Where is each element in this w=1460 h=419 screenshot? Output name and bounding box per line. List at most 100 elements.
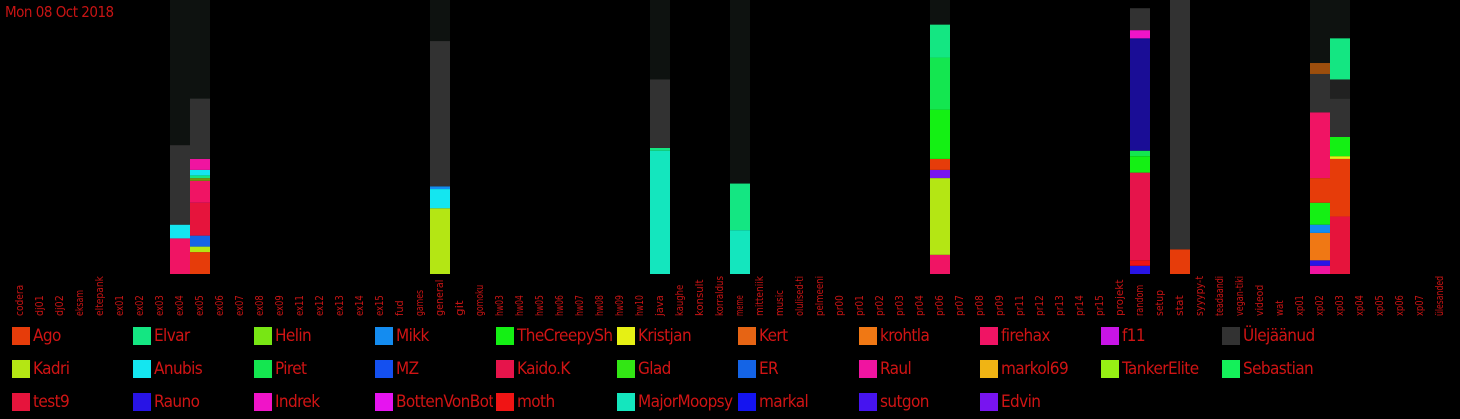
tick-label-hw09: hw09: [613, 295, 626, 316]
legend-label: firehax: [1001, 326, 1050, 346]
bar-segment-pr06-piret: [930, 57, 950, 110]
legend-swatch: [496, 360, 514, 378]
bar-segment-general-anubis: [430, 189, 450, 209]
tick-label-videod: videod: [1253, 285, 1266, 316]
legend-swatch: [12, 327, 30, 345]
tick-label-teadaandi: teadaandi: [1213, 276, 1226, 316]
legend-item-thecreepysh: TheCreepySh: [496, 325, 614, 347]
tick-label-eltepank: eltepank: [93, 275, 106, 316]
bar-segment-pr06-edvin: [930, 169, 950, 179]
bar-segment-random-indrek: [1130, 30, 1150, 39]
tick-label-ex08: ex08: [253, 295, 266, 316]
tick-label-pr07: pr07: [953, 295, 966, 316]
legend-swatch: [133, 327, 151, 345]
tick-label-ex13: ex13: [333, 295, 346, 316]
bar-segment-ex05-er: [190, 235, 210, 247]
legend-item-bottenvonbot: BottenVonBot: [375, 391, 493, 413]
tick-label-pr04: pr04: [913, 295, 926, 316]
tick-label-ex02: ex02: [133, 295, 146, 316]
bar-segment-ex04-anubis: [170, 224, 190, 239]
bar-segment-xp03-thecreepysh: [1330, 137, 1350, 157]
legend-swatch: [375, 393, 393, 411]
tick-label-pr09: pr09: [993, 295, 1006, 316]
legend-item-anubis: Anubis: [133, 358, 251, 380]
bar-segment-random-kaido-k: [1130, 172, 1150, 261]
legend-item--lej-nud: Ülejäänud: [1222, 325, 1340, 347]
legend-swatch: [375, 360, 393, 378]
tick-label-pr13: pr13: [1053, 295, 1066, 316]
legend-item-sutgon: sutgon: [859, 391, 977, 413]
legend-label: krohtla: [880, 326, 930, 346]
tick-label-codera: codera: [13, 285, 26, 316]
tick-label-ex05: ex05: [193, 295, 206, 316]
bar-segment-meme-elvar: [730, 183, 750, 231]
bar-segment-xp03-kristjan: [1330, 156, 1350, 159]
bar-segment-xp02-mikk: [1310, 224, 1330, 233]
bar-segment-xp03--lej-nud: [1330, 79, 1350, 99]
bar-segment-pr06-ago: [930, 158, 950, 170]
tick-label-xp06: xp06: [1393, 295, 1406, 316]
tick-label-ex15: ex15: [373, 295, 386, 316]
tick-label-pelmeeni: pelmeeni: [813, 276, 826, 316]
tick-label-xp05: xp05: [1373, 295, 1386, 316]
tick-label-pr03: pr03: [893, 295, 906, 316]
tick-label-olulised-ti: olulised-ti: [793, 276, 806, 316]
legend-swatch: [980, 393, 998, 411]
legend-swatch: [980, 360, 998, 378]
bar-segment-xp02-thecreepysh: [1310, 202, 1330, 225]
tick-label-general: general: [433, 280, 446, 316]
legend-item-raul: Raul: [859, 358, 977, 380]
bar-segment-xp02-firehax: [1310, 112, 1330, 179]
tick-label-ex04: ex04: [173, 295, 186, 316]
legend-item-markol69: markol69: [980, 358, 1098, 380]
tick-label--lesanded: ülesanded: [1433, 276, 1446, 316]
legend-label: Ülejäänud: [1243, 326, 1315, 346]
legend-swatch: [12, 360, 30, 378]
bar-segment-pr06-firehax: [930, 254, 950, 274]
bar-segment-xp03-elvar: [1330, 38, 1350, 80]
legend-label: Indrek: [275, 392, 320, 412]
legend-swatch: [859, 327, 877, 345]
legend-item-elvar: Elvar: [133, 325, 251, 347]
legend-item-er: ER: [738, 358, 856, 380]
legend-label: MajorMoopsy: [638, 392, 733, 412]
legend-item-tankerelite: TankerElite: [1101, 358, 1219, 380]
tick-label-hw07: hw07: [573, 295, 586, 316]
legend-item-sebastian: Sebastian: [1222, 358, 1340, 380]
bar-segment-xp02-ago: [1310, 178, 1330, 203]
tick-label-pr14: pr14: [1073, 295, 1086, 316]
legend-item-kert: Kert: [738, 325, 856, 347]
legend-swatch: [133, 360, 151, 378]
legend-label: Anubis: [154, 359, 203, 379]
bar-segment-xp02-krohtla: [1310, 63, 1330, 74]
legend-label: Helin: [275, 326, 312, 346]
legend-swatch: [12, 393, 30, 411]
legend-item-krohtla: krohtla: [859, 325, 977, 347]
legend-label: Elvar: [154, 326, 190, 346]
legend-label: Kadri: [33, 359, 70, 379]
legend-item-mz: MZ: [375, 358, 493, 380]
tick-label-xp07: xp07: [1413, 295, 1426, 316]
legend-label: Sebastian: [1243, 359, 1314, 379]
legend-swatch: [254, 360, 272, 378]
tick-label-music: music: [773, 290, 786, 316]
bar-segment-java-elvar: [650, 147, 670, 151]
tick-label-mitteniik: mitteniik: [753, 275, 766, 316]
legend-swatch: [1101, 360, 1119, 378]
bar-segment-general-kadri: [430, 208, 450, 274]
legend-item-kaido-k: Kaido.K: [496, 358, 614, 380]
legend-swatch: [1222, 327, 1240, 345]
legend-label: sutgon: [880, 392, 929, 412]
tick-label-stat: stat: [1173, 295, 1186, 316]
bar-segment-xp02-krohtla: [1310, 232, 1330, 261]
legend-label: markol69: [1001, 359, 1069, 379]
tick-label-hw10: hw10: [633, 295, 646, 316]
bar-segment-xp02--lej-nud: [1310, 73, 1330, 113]
tick-label-konsult: konsult: [693, 279, 706, 316]
bar-segment-pr06-kadri: [930, 178, 950, 255]
bar-segment-xp03-ago: [1330, 158, 1350, 217]
tick-label-games: games: [413, 290, 426, 316]
tick-label-java: java: [653, 295, 666, 317]
